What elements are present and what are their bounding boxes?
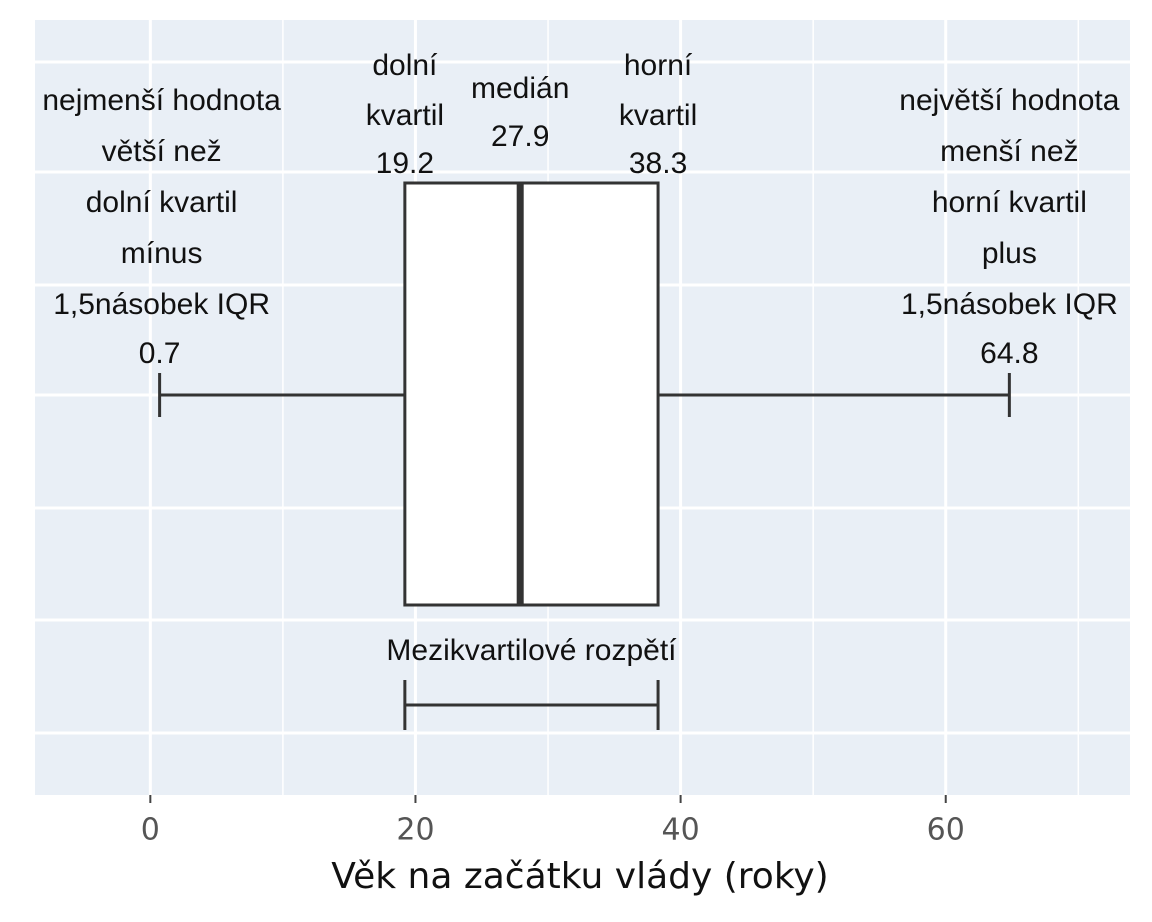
- annotation: horní: [624, 49, 693, 82]
- value-label: 0.7: [139, 337, 181, 370]
- annotation: 1,5násobek IQR: [901, 288, 1118, 321]
- value-label: 64.8: [980, 337, 1038, 370]
- annotation: medián: [471, 72, 569, 105]
- box: [403, 181, 660, 607]
- annotation: větší než: [102, 135, 222, 168]
- x-tick-label: 20: [396, 813, 434, 848]
- value-label: 27.9: [491, 120, 549, 153]
- annotation: plus: [982, 237, 1037, 270]
- x-tick-label: 60: [927, 813, 965, 848]
- annotation: kvartil: [366, 99, 444, 132]
- annotation: nejmenší hodnota: [42, 84, 281, 117]
- annotation: menší než: [940, 135, 1078, 168]
- annotation: 1,5násobek IQR: [53, 288, 270, 321]
- annotation: kvartil: [619, 99, 697, 132]
- annotation: největší hodnota: [899, 84, 1119, 117]
- x-axis-label: Věk na začátku vlády (roky): [331, 856, 828, 897]
- annotation: dolní kvartil: [86, 186, 238, 219]
- x-tick-label: 0: [141, 813, 160, 848]
- value-label: 38.3: [629, 147, 687, 180]
- annotation: mínus: [121, 237, 203, 270]
- annotation: dolní: [372, 49, 438, 82]
- value-label: 19.2: [376, 147, 434, 180]
- x-tick-label: 40: [662, 813, 700, 848]
- annotation: horní kvartil: [932, 186, 1087, 219]
- iqr-label: Mezikvartilové rozpětí: [386, 634, 677, 667]
